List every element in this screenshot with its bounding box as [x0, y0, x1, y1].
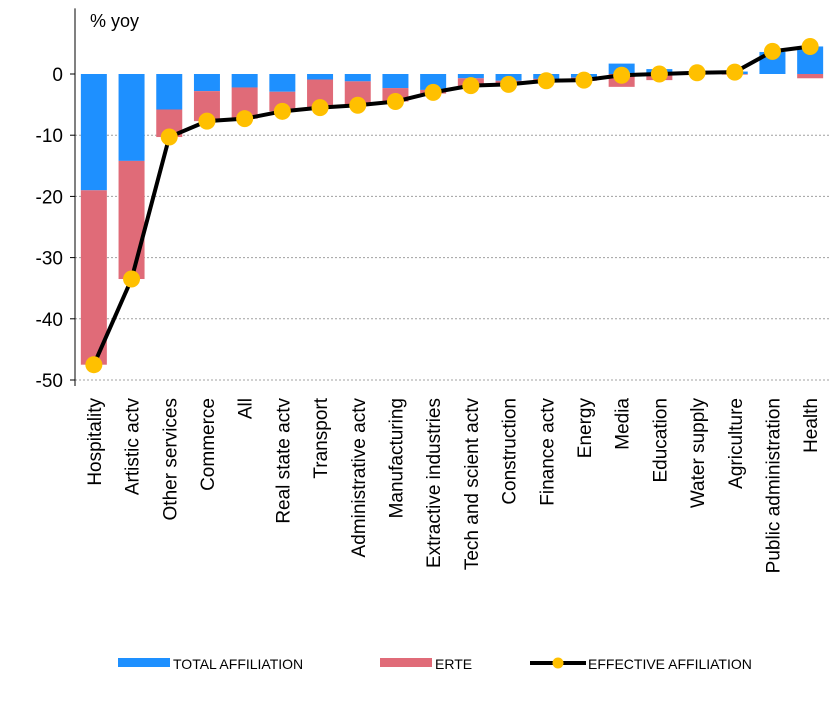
effective-affiliation-point: [688, 64, 706, 82]
effective-affiliation-line: [85, 37, 819, 374]
category-label: Energy: [575, 398, 596, 459]
category-label: Extractive industries: [424, 398, 445, 568]
category-label: Tech and scient actv: [462, 398, 483, 571]
bar-erte: [344, 81, 371, 106]
effective-affiliation-point: [575, 71, 593, 89]
bar-total-affiliation: [156, 74, 183, 110]
category-label: Manufacturing: [386, 398, 407, 518]
category-label: Education: [650, 398, 671, 483]
category-label: Commerce: [198, 398, 219, 491]
effective-affiliation-point: [386, 93, 404, 111]
gridlines: [75, 134, 829, 381]
legend: TOTAL AFFILIATION ERTE EFFECTIVE AFFILIATI…: [118, 656, 752, 672]
effective-affiliation-point: [273, 102, 291, 120]
bar-total-affiliation: [118, 74, 145, 161]
category-label: Agriculture: [726, 398, 747, 489]
bar-erte: [797, 74, 824, 79]
effective-affiliation-point: [123, 270, 141, 288]
legend-swatch: [118, 658, 170, 667]
effective-affiliation-point: [85, 356, 103, 374]
bar-total-affiliation: [420, 74, 447, 90]
category-label: Hospitality: [85, 398, 106, 486]
legend-label: TOTAL AFFILIATION: [173, 656, 303, 672]
effective-affiliation-point: [650, 65, 668, 83]
y-tick-label: -20: [36, 187, 63, 208]
category-label: Media: [613, 398, 634, 450]
legend-label: EFFECTIVE AFFILIATION: [588, 656, 752, 672]
bar-erte: [118, 160, 145, 280]
category-label: Administrative actv: [349, 398, 370, 558]
bar-erte: [80, 190, 107, 365]
effective-affiliation-point: [349, 96, 367, 114]
effective-affiliation-point: [160, 128, 178, 146]
bar-total-affiliation: [382, 74, 409, 89]
y-tick-label: -40: [36, 310, 63, 331]
bar-total-affiliation: [193, 74, 220, 92]
category-label: Real state actv: [273, 398, 294, 524]
effective-affiliation-point: [500, 75, 518, 93]
effective-affiliation-point: [726, 63, 744, 81]
category-label: Other services: [160, 398, 181, 520]
legend-swatch-marker: [552, 657, 564, 669]
bar-total-affiliation: [457, 74, 484, 79]
bar-total-affiliation: [231, 74, 258, 88]
effective-affiliation-point: [424, 83, 442, 101]
category-label: Public administration: [763, 398, 784, 573]
effective-affiliation-point: [198, 112, 216, 130]
category-label: Water supply: [688, 398, 709, 509]
bar-total-affiliation: [307, 74, 334, 80]
category-label: All: [236, 398, 257, 419]
legend-label: ERTE: [435, 656, 472, 672]
bar-total-affiliation: [344, 74, 371, 82]
bar-total-affiliation: [759, 51, 786, 74]
y-tick-label: -10: [36, 126, 63, 147]
bars: [80, 46, 824, 365]
effective-affiliation-point: [462, 77, 480, 95]
category-label: Finance actv: [537, 398, 558, 506]
effective-affiliation-point: [801, 37, 819, 55]
bar-total-affiliation: [269, 74, 296, 92]
category-label: Artistic actv: [123, 398, 144, 496]
y-tick-label: -30: [36, 249, 63, 270]
effective-affiliation-point: [763, 42, 781, 60]
category-labels: Hospitality Artistic actv Other services Co…: [85, 397, 822, 573]
effective-affiliation-point: [236, 110, 254, 128]
category-label: Health: [801, 398, 822, 453]
y-tick-label: -50: [36, 371, 63, 392]
bar-total-affiliation: [80, 74, 107, 191]
effective-affiliation-point: [613, 66, 631, 84]
category-label: Transport: [311, 397, 332, 478]
category-label: Construction: [500, 398, 521, 505]
effective-affiliation-point: [537, 72, 555, 90]
y-unit-label: % yoy: [90, 11, 139, 31]
y-tick-label: 0: [52, 65, 63, 86]
effective-affiliation-point: [311, 99, 329, 117]
y-ticks: 0 -10 -20 -30 -40 -50: [36, 65, 75, 392]
legend-swatch: [380, 658, 432, 667]
